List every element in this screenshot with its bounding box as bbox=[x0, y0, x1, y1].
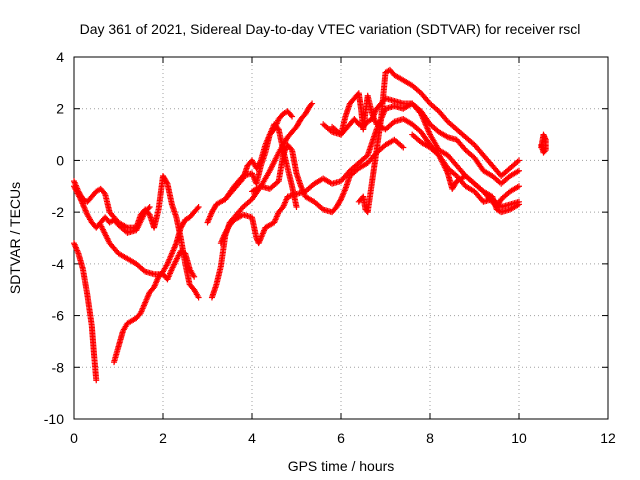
x-tick-label: 10 bbox=[511, 430, 527, 446]
series-sat-c bbox=[71, 240, 100, 384]
y-tick-label: -6 bbox=[52, 308, 65, 324]
data-point bbox=[309, 100, 316, 107]
data-point bbox=[541, 148, 548, 155]
data-point bbox=[93, 377, 100, 384]
x-axis-title: GPS time / hours bbox=[288, 458, 395, 474]
data-point bbox=[307, 101, 314, 108]
series-sat-a bbox=[71, 172, 202, 301]
series-sat-i bbox=[217, 100, 522, 247]
y-tick-label: -8 bbox=[52, 359, 65, 375]
series-sat-l bbox=[355, 66, 522, 216]
data-point bbox=[516, 201, 522, 208]
data-point bbox=[145, 205, 152, 212]
data-point bbox=[163, 179, 170, 186]
data-point bbox=[287, 112, 294, 119]
y-tick-label: -4 bbox=[52, 256, 65, 272]
data-point bbox=[337, 197, 344, 204]
series-sat-n bbox=[409, 131, 522, 216]
series-sat-b bbox=[71, 183, 153, 236]
series-sat-o bbox=[538, 131, 549, 156]
y-tick-label: -2 bbox=[52, 204, 65, 220]
y-tick-label: -10 bbox=[44, 411, 64, 427]
data-point bbox=[293, 203, 300, 210]
data-point bbox=[516, 183, 522, 190]
y-tick-label: 2 bbox=[56, 101, 64, 117]
data-point bbox=[195, 203, 202, 210]
x-tick-label: 8 bbox=[426, 430, 434, 446]
tick-layer: 0 2 4 6 8 10 12 4 2 0 -2 -4 -6 -8 -10 bbox=[44, 49, 616, 446]
series-sat-j bbox=[249, 136, 407, 216]
grid-layer bbox=[74, 57, 608, 419]
y-axis-title: SDTVAR / TECUs bbox=[7, 182, 23, 294]
data-point bbox=[195, 294, 202, 301]
x-tick-label: 6 bbox=[337, 430, 345, 446]
y-tick-label: 0 bbox=[56, 152, 64, 168]
x-tick-label: 0 bbox=[70, 430, 78, 446]
x-tick-label: 12 bbox=[600, 430, 616, 446]
chart-title: Day 361 of 2021, Sidereal Day-to-day VTE… bbox=[80, 21, 581, 37]
data-point bbox=[146, 203, 153, 210]
x-tick-label: 4 bbox=[248, 430, 256, 446]
x-tick-label: 2 bbox=[159, 430, 167, 446]
data-point bbox=[287, 145, 294, 152]
data-point bbox=[538, 144, 545, 151]
data-point bbox=[191, 273, 198, 280]
series-sat-e bbox=[97, 222, 198, 283]
data-point bbox=[194, 205, 201, 212]
data-point bbox=[289, 113, 296, 120]
series-sat-d bbox=[111, 203, 202, 366]
marks-layer bbox=[71, 66, 549, 384]
y-tick-label: 4 bbox=[56, 49, 64, 65]
data-point bbox=[400, 144, 407, 151]
series-sat-k bbox=[320, 95, 522, 187]
data-point bbox=[516, 167, 522, 174]
series-sat-m bbox=[329, 90, 522, 210]
data-point bbox=[516, 157, 522, 164]
